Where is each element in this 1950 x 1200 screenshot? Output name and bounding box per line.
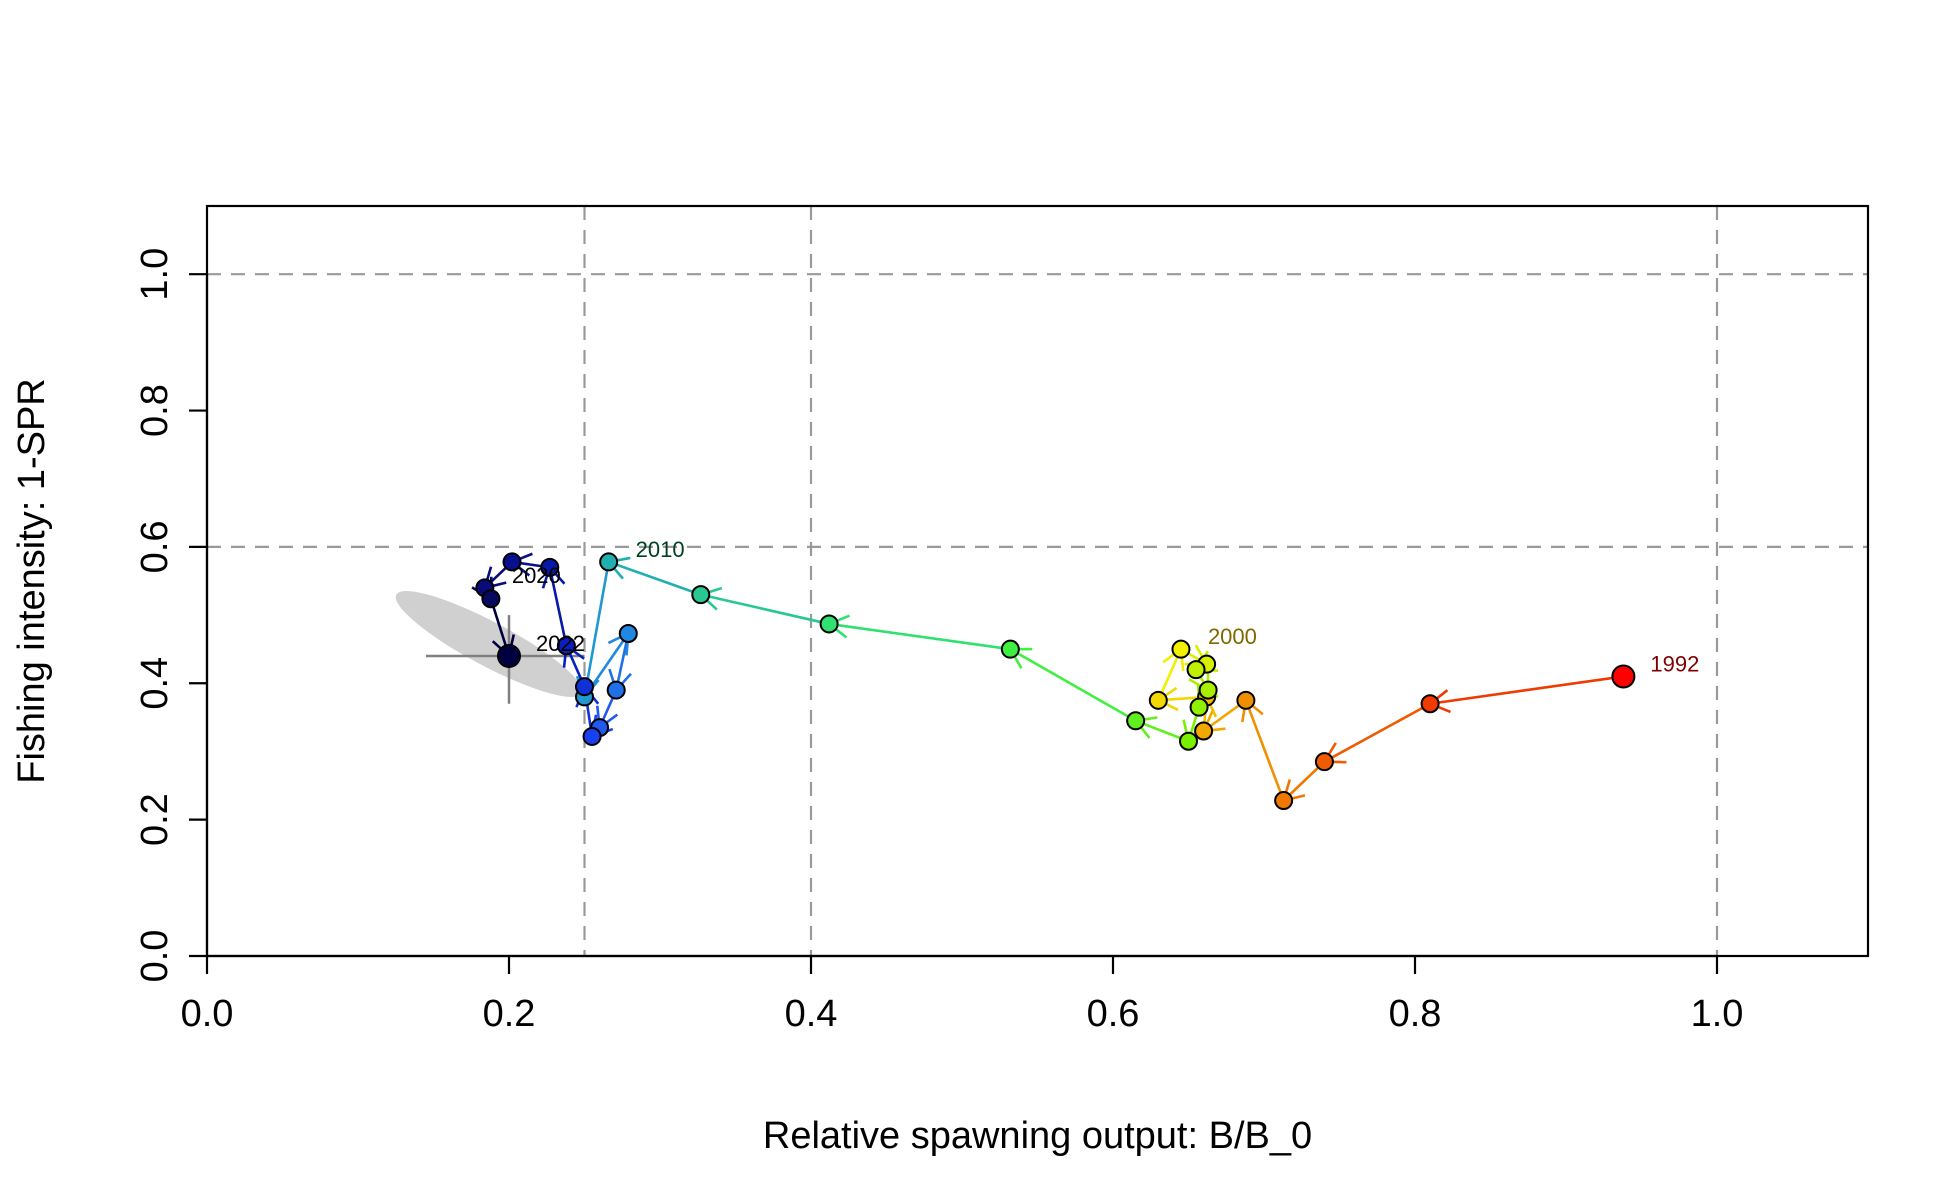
reference-lines bbox=[207, 206, 1868, 956]
x-tick-label: 0.8 bbox=[1389, 993, 1442, 1035]
trajectory-point bbox=[582, 726, 602, 746]
year-label: 2022 bbox=[536, 631, 585, 656]
trajectory-segment bbox=[575, 561, 610, 698]
trajectory-point bbox=[575, 677, 594, 697]
trajectory-point bbox=[502, 552, 522, 572]
trajectory-point bbox=[1194, 721, 1214, 741]
trajectory-point bbox=[1611, 664, 1636, 689]
trajectory-points bbox=[475, 552, 1636, 811]
y-axis-title: Fishing intensity: 1-SPR bbox=[11, 378, 53, 784]
trajectory-point bbox=[606, 680, 626, 700]
trajectory-segment bbox=[1241, 699, 1285, 802]
trajectory-point bbox=[1314, 752, 1334, 772]
year-label: 1992 bbox=[1650, 651, 1699, 676]
year-label: 2010 bbox=[636, 537, 685, 562]
trajectory-point bbox=[556, 636, 576, 656]
y-tick-label: 0.8 bbox=[134, 384, 176, 437]
trajectory-segment bbox=[607, 556, 702, 596]
trajectory-point bbox=[1236, 690, 1256, 710]
trajectory-point bbox=[1000, 639, 1020, 659]
trajectory-point bbox=[599, 552, 619, 572]
trajectory-segment bbox=[699, 586, 830, 626]
trajectory-point bbox=[1420, 694, 1440, 714]
trajectory-point bbox=[1186, 660, 1206, 680]
trajectory-segment bbox=[1009, 647, 1137, 722]
trajectory-point bbox=[1274, 791, 1294, 811]
trajectory-point bbox=[618, 624, 638, 643]
trajectory-point bbox=[1179, 731, 1198, 751]
x-tick-label: 0.6 bbox=[1087, 993, 1140, 1035]
x-axis-title: Relative spawning output: B/B_0 bbox=[763, 1115, 1312, 1157]
trajectory-point bbox=[1126, 711, 1146, 731]
trajectory-point bbox=[1198, 680, 1218, 700]
trajectory-segment bbox=[828, 614, 1011, 651]
trajectory-point bbox=[481, 589, 501, 609]
trajectory-segments bbox=[471, 552, 1624, 802]
y-tick-label: 1.0 bbox=[134, 248, 176, 301]
y-tick-label: 0.2 bbox=[134, 793, 176, 846]
trajectory-segment bbox=[1323, 702, 1431, 764]
year-labels: 1992 2000 2010 2020 2022 bbox=[512, 537, 1699, 677]
trajectory-segment bbox=[1429, 675, 1624, 714]
trajectory-point bbox=[540, 557, 560, 577]
x-tick-label: 1.0 bbox=[1691, 993, 1744, 1035]
y-tick-label: 0.6 bbox=[134, 520, 176, 573]
trajectory-point bbox=[1148, 690, 1168, 710]
trajectory-point bbox=[819, 614, 839, 634]
year-label: 2020 bbox=[512, 563, 561, 588]
y-tick-label: 0.4 bbox=[134, 657, 176, 710]
x-tick-label: 0.2 bbox=[483, 993, 536, 1035]
trajectory-point bbox=[691, 585, 711, 605]
x-axis: 0.0 0.2 0.4 0.6 0.8 1.0 bbox=[181, 954, 1744, 1035]
y-tick-label: 0.0 bbox=[134, 930, 176, 983]
trajectory-point bbox=[1171, 639, 1191, 659]
plot-frame bbox=[205, 204, 1870, 958]
x-tick-label: 0.0 bbox=[181, 993, 234, 1035]
uncertainty-ellipse bbox=[395, 591, 583, 697]
x-tick-label: 0.4 bbox=[785, 993, 838, 1035]
trajectory-point bbox=[1189, 697, 1209, 717]
trajectory-point bbox=[497, 644, 521, 668]
year-label: 2000 bbox=[1208, 624, 1257, 649]
y-axis: 0.0 0.2 0.4 0.6 0.8 1.0 bbox=[134, 248, 209, 983]
